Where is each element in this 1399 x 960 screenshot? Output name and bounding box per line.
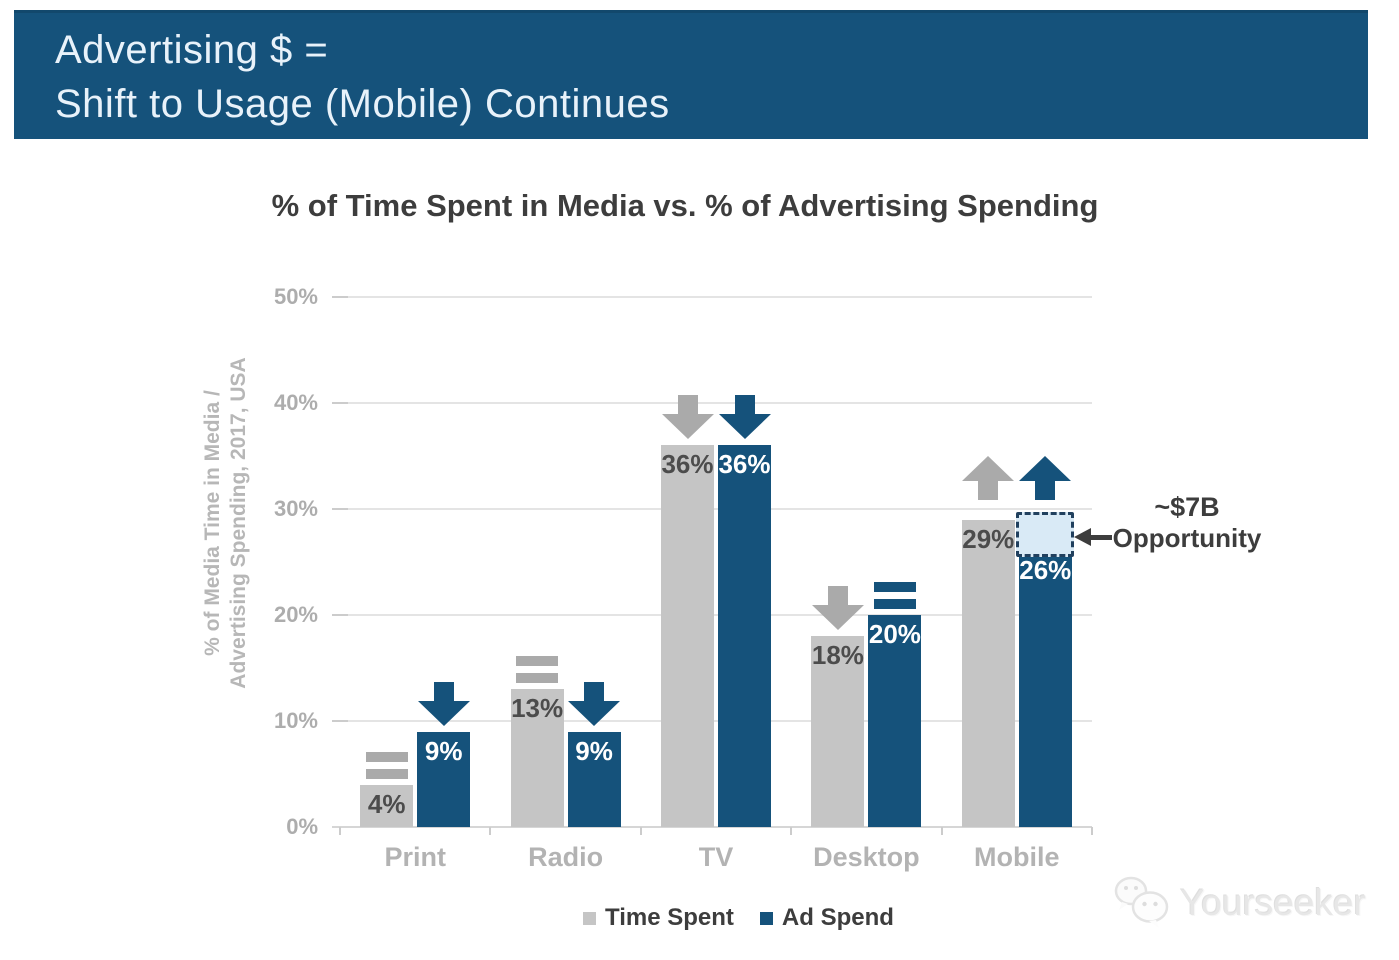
trend-down-icon-ad-spend-tv [718, 395, 771, 440]
y-axis-tick-40 [332, 402, 348, 404]
trend-up-icon-ad-spend-mobile [1019, 456, 1072, 501]
trend-down-icon-ad-spend-radio [568, 681, 621, 726]
trend-equal-icon-time-spent-radio [511, 656, 563, 684]
time-spent-swatch-icon [583, 911, 596, 925]
bar-time-spent-mobile [961, 519, 1015, 827]
y-tick-label-40: 40% [273, 390, 318, 415]
opportunity-box [1015, 512, 1074, 558]
category-label-print: Print [384, 842, 446, 872]
x-axis-tick-5 [1091, 827, 1093, 835]
bar-ad-spend-mobile [1018, 551, 1072, 827]
gridline-30 [340, 508, 1092, 510]
watermark-text: Yourseeker [1180, 882, 1366, 923]
y-tick-label-10: 10% [273, 708, 318, 733]
ad-spend-swatch-icon [759, 911, 773, 925]
x-axis-tick-1 [489, 827, 492, 835]
trend-down-icon-time-spent-desktop [811, 586, 864, 631]
category-label-radio: Radio [528, 842, 604, 872]
chat-bubbles-logo-icon [1114, 876, 1169, 928]
bar-label-time-spent-desktop: 18% [811, 640, 864, 671]
y-axis-tick-30 [332, 508, 348, 510]
legend-label-time-spent: Time Spent [605, 904, 734, 931]
bar-time-spent-radio [510, 689, 564, 827]
annotation-label: Opportunity [1112, 523, 1262, 553]
x-axis-tick-4 [940, 827, 943, 835]
bar-label-time-spent-radio: 13% [511, 693, 564, 724]
trend-equal-icon-time-spent-print [361, 751, 413, 779]
bar-time-spent-desktop [811, 636, 865, 827]
annotation-arrow-icon [1074, 528, 1091, 546]
gridline-20 [340, 614, 1092, 616]
y-axis-tick-50 [332, 296, 348, 298]
annotation-value: ~$7B [1154, 492, 1220, 522]
bar-ad-spend-radio [567, 731, 621, 827]
slide-title-line1: Advertising $ = [55, 28, 329, 72]
slide-title: Advertising $ = Shift to Usage (Mobile) … [14, 10, 1368, 131]
y-tick-label-30: 30% [273, 496, 318, 521]
bar-time-spent-print [360, 784, 414, 827]
bar-label-time-spent-mobile: 29% [962, 523, 1015, 554]
bar-ad-spend-desktop [868, 615, 922, 827]
header-banner: Advertising $ = Shift to Usage (Mobile) … [14, 10, 1368, 139]
trend-equal-icon-ad-spend-desktop [869, 582, 921, 609]
y-axis-tick-10 [332, 720, 348, 722]
watermark: Yourseeker [1110, 874, 1366, 932]
bar-label-time-spent-tv: 36% [661, 449, 714, 480]
bar-ad-spend-tv [718, 445, 771, 827]
bar-label-ad-spend-radio: 9% [575, 735, 613, 766]
legend-item-ad-spend: Ad Spend [759, 904, 894, 931]
legend-label-ad-spend: Ad Spend [781, 904, 894, 931]
trend-down-icon-ad-spend-print [417, 681, 470, 726]
bar-label-ad-spend-tv: 36% [718, 449, 771, 480]
chart-title: % of Time Spent in Media vs. % of Advert… [271, 188, 1099, 223]
y-tick-label-20: 20% [273, 602, 318, 627]
y-tick-label-50: 50% [273, 284, 318, 309]
category-label-mobile: Mobile [974, 842, 1060, 872]
y-axis-tick-20 [332, 614, 348, 616]
gridline-40 [340, 402, 1092, 404]
x-axis-line [332, 826, 1092, 828]
bar-label-ad-spend-desktop: 20% [868, 619, 921, 649]
x-axis-tick-3 [790, 827, 793, 835]
category-label-tv: TV [698, 842, 734, 872]
opportunity-annotation: ~$7B Opportunity [1112, 492, 1262, 554]
bar-ad-spend-print [417, 731, 471, 827]
x-axis-tick-0 [339, 827, 341, 835]
slide-title-line2: Shift to Usage (Mobile) Continues [55, 82, 670, 126]
bar-time-spent-tv [661, 445, 714, 827]
bar-label-time-spent-print: 4% [367, 788, 406, 819]
y-tick-label-0: 0% [286, 814, 318, 839]
trend-down-icon-time-spent-tv [661, 395, 714, 440]
chart-legend: Time Spent Ad Spend [583, 905, 894, 931]
trend-up-icon-time-spent-mobile [962, 456, 1015, 501]
bar-label-ad-spend-print: 9% [424, 735, 463, 766]
annotation-arrow-line [1090, 535, 1112, 540]
category-label-desktop: Desktop [813, 842, 920, 872]
legend-item-time-spent: Time Spent [583, 905, 734, 931]
gridline-10 [340, 720, 1092, 722]
bar-label-ad-spend-mobile: 26% [1019, 555, 1072, 586]
gridline-50 [340, 296, 1092, 298]
x-axis-tick-2 [639, 827, 642, 835]
